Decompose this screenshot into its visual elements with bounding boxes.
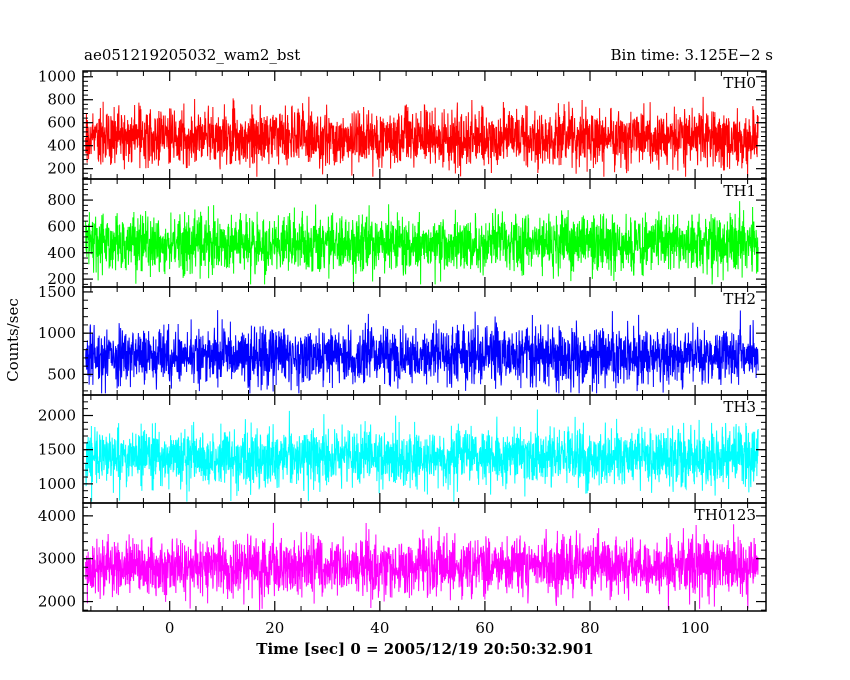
panel-th2: 500 1000 1500 TH2 bbox=[38, 283, 767, 396]
y-tick-label: 1000 bbox=[38, 475, 76, 493]
y-tick-label: 3000 bbox=[38, 550, 76, 568]
y-tick-label: 1500 bbox=[38, 283, 76, 301]
series-line-th0 bbox=[85, 96, 759, 177]
panel-th0: 200 400 600 800 1000 TH0 bbox=[38, 68, 767, 180]
panel-th0123: 2000 3000 4000 TH0123 bbox=[38, 502, 767, 612]
y-tick-label: 4000 bbox=[38, 507, 76, 525]
x-tick-label: 40 bbox=[370, 619, 389, 637]
y-tick-label: 1500 bbox=[38, 441, 76, 459]
y-tick-label: 2000 bbox=[38, 407, 76, 425]
x-tick-label: 80 bbox=[580, 619, 599, 637]
y-tick-label: 400 bbox=[47, 244, 76, 262]
y-tick-label: 1000 bbox=[38, 324, 76, 342]
series-line-th2 bbox=[85, 310, 759, 394]
panel-label: TH0123 bbox=[695, 506, 756, 524]
y-tick-label: 800 bbox=[47, 191, 76, 209]
panel-label: TH3 bbox=[723, 398, 756, 416]
x-tick-label: 100 bbox=[681, 619, 710, 637]
panel-label: TH0 bbox=[723, 74, 756, 92]
series-line-th0123 bbox=[85, 522, 759, 611]
y-tick-label: 800 bbox=[47, 91, 76, 109]
series-line-th3 bbox=[85, 409, 759, 502]
y-tick-label: 2000 bbox=[38, 593, 76, 611]
panel-label: TH2 bbox=[723, 290, 756, 308]
x-axis-label: Time [sec] 0 = 2005/12/19 20:50:32.901 bbox=[256, 640, 593, 658]
x-tick-label: 20 bbox=[265, 619, 284, 637]
y-tick-label: 400 bbox=[47, 137, 76, 155]
chart-title: ae051219205032_wam2_bst bbox=[84, 46, 300, 64]
x-tick-label: 0 bbox=[165, 619, 175, 637]
panel-th3: 1000 1500 2000 TH3 bbox=[38, 394, 767, 504]
series-line-th1 bbox=[85, 201, 759, 285]
panel-label: TH1 bbox=[723, 182, 756, 200]
panel-frame bbox=[82, 502, 767, 612]
y-tick-label: 600 bbox=[47, 114, 76, 132]
y-axis-label: Counts/sec bbox=[4, 298, 22, 382]
bin-time-label: Bin time: 3.125E−2 s bbox=[611, 46, 773, 64]
panel-th1: 200 400 600 800 TH1 bbox=[47, 178, 767, 288]
y-tick-label: 200 bbox=[47, 270, 76, 288]
y-tick-label: 500 bbox=[47, 365, 76, 383]
y-tick-label: 200 bbox=[47, 160, 76, 178]
y-tick-label: 600 bbox=[47, 217, 76, 235]
x-tick-label: 60 bbox=[475, 619, 494, 637]
y-tick-label: 1000 bbox=[38, 68, 76, 86]
